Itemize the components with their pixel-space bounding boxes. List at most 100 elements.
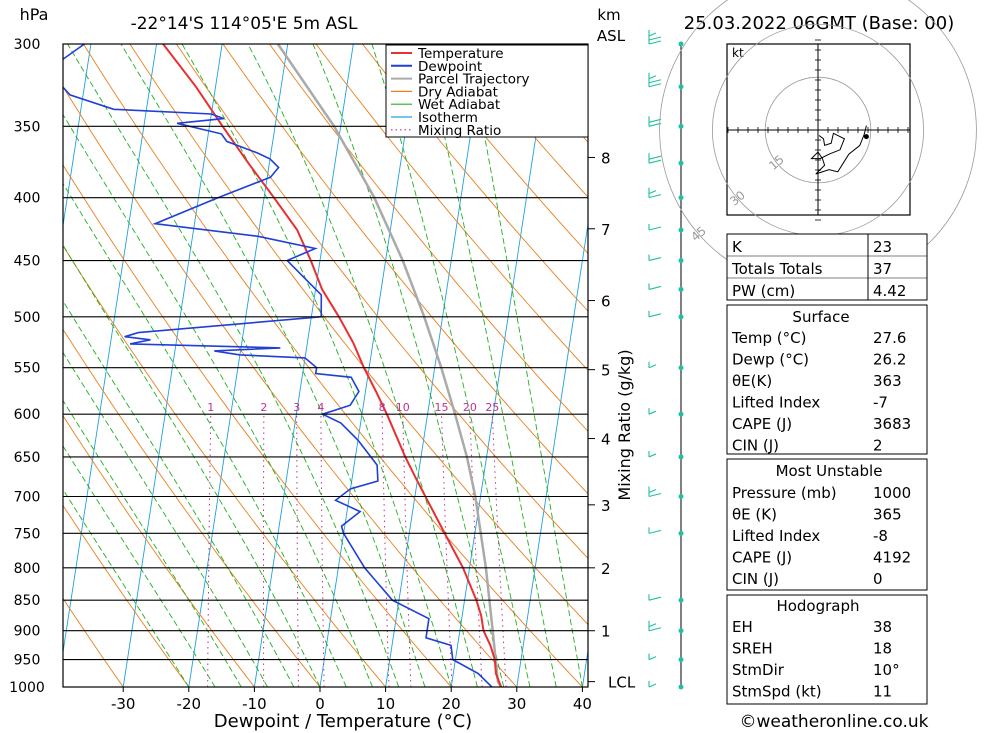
wind-barb: [648, 310, 684, 320]
wind-barb: [648, 450, 684, 460]
wind-barb: [648, 681, 684, 690]
wind-barb: [648, 224, 684, 233]
k-index-value: 23: [873, 238, 892, 256]
legend-entry: Parcel Trajectory: [418, 72, 530, 88]
mixing-ratio-label: 3: [293, 401, 300, 414]
temperature-tick-label: 30: [507, 695, 526, 713]
pressure-tick-label: 500: [14, 310, 41, 326]
pressure-tick-label: 650: [14, 450, 41, 466]
km-tick-label: 8: [601, 149, 611, 167]
wind-barb: [648, 620, 684, 634]
surface-stat-label: CIN (J): [732, 437, 779, 455]
pressure-tick-label: 1000: [9, 680, 45, 696]
km-tick-label: LCL: [608, 674, 636, 692]
km-tick-label: 6: [601, 293, 611, 311]
most-unstable-stat-label: CAPE (J): [732, 549, 792, 567]
mixing-ratio-label: 15: [434, 401, 448, 414]
mixing-ratio-label: 20: [463, 401, 477, 414]
hpa-label: hPa: [20, 5, 49, 24]
wind-barb: [648, 653, 684, 663]
pressure-tick-label: 950: [14, 653, 41, 669]
wet-adiabat-line: [466, 44, 583, 687]
dry-adiabat-line: [63, 597, 124, 687]
mixing-ratio-label: 1: [207, 401, 214, 414]
temperature-tick-label: 20: [442, 695, 461, 713]
stats-panel: K 23 Totals Totals 37 PW (cm) 4.42 Surfa…: [726, 233, 928, 705]
most-unstable-stat-value: -8: [873, 527, 888, 545]
pw-value: 4.42: [873, 282, 906, 300]
credit-text[interactable]: ©weatheronline.co.uk: [739, 712, 928, 732]
hodograph-stat-label: SREH: [732, 640, 773, 658]
surface-stat-value: 3683: [873, 415, 911, 433]
most-unstable-title: Most Unstable: [776, 462, 883, 480]
surface-stat-value: -7: [873, 394, 888, 412]
hodograph-title: Hodograph: [776, 597, 859, 615]
temperature-tick-label: -10: [242, 695, 267, 713]
mixing-ratio-axis-label: Mixing Ratio (g/kg): [615, 349, 634, 500]
hodograph-trace: [810, 125, 867, 175]
mixing-ratio-label: 2: [260, 401, 267, 414]
km-tick-label: 5: [601, 362, 611, 380]
temperature-tick-label: -20: [177, 695, 202, 713]
mixing-ratio-label: 4: [317, 401, 324, 414]
temperature-tick-label: -30: [111, 695, 136, 713]
hodograph-marker: [863, 134, 869, 140]
datetime-title: 25.03.2022 06GMT (Base: 00): [684, 13, 954, 34]
hodograph-stat-value: 18: [873, 640, 892, 658]
wet-adiabat-line: [63, 351, 268, 687]
wind-barb: [648, 116, 684, 129]
mixing-ratio-label: 10: [396, 401, 410, 414]
isotherm-line: [516, 221, 588, 687]
totals-totals-label: Totals Totals: [731, 260, 823, 278]
legend-entry: Isotherm: [418, 110, 478, 126]
pressure-tick-label: 550: [14, 361, 41, 377]
most-unstable-stat-value: 0: [873, 570, 883, 588]
wind-barb: [648, 594, 684, 603]
wind-barb: [648, 254, 684, 264]
wind-barb: [648, 527, 684, 536]
wind-barb: [648, 283, 684, 292]
pressure-tick-label: 800: [14, 561, 41, 577]
asl-label: ASL: [597, 27, 626, 45]
legend-entry: Mixing Ratio: [418, 123, 501, 139]
location-title: -22°14'S 114°05'E 5m ASL: [131, 14, 358, 34]
x-axis-label: Dewpoint / Temperature (°C): [214, 711, 472, 732]
k-index-label: K: [732, 238, 743, 256]
surface-stat-value: 26.2: [873, 351, 906, 369]
wind-barbs: [648, 30, 684, 690]
hodograph-stat-label: StmSpd (kt): [732, 683, 822, 701]
isotherm-line: [63, 44, 157, 655]
km-tick-label: 4: [601, 431, 611, 449]
hodograph-stat-value: 10°: [873, 661, 900, 679]
surface-stat-label: CAPE (J): [732, 415, 792, 433]
pressure-tick-label: 600: [14, 407, 41, 423]
pressure-tick-label: 850: [14, 593, 41, 609]
most-unstable-stat-label: Lifted Index: [732, 527, 820, 545]
legend-entry: Temperature: [417, 46, 504, 62]
surface-stat-value: 2: [873, 437, 883, 455]
most-unstable-stat-value: 4192: [873, 549, 911, 567]
temperature-tick-label: 0: [315, 695, 325, 713]
surface-stat-value: 363: [873, 372, 902, 390]
km-tick-label: 1: [601, 623, 611, 641]
hodograph-stat-label: StmDir: [732, 661, 785, 679]
surface-stat-label: Temp (°C): [731, 329, 806, 347]
dewpoint-line: [63, 44, 493, 687]
surface-stat-label: Lifted Index: [732, 394, 820, 412]
temperature-tick-label: 10: [376, 695, 395, 713]
pressure-tick-label: 750: [14, 526, 41, 542]
dry-adiabat-line: [269, 44, 588, 433]
wind-barb: [648, 30, 684, 47]
km-label: km: [597, 6, 620, 24]
hodograph-stat-label: EH: [732, 618, 753, 636]
legend-entry: Dewpoint: [418, 59, 482, 75]
pressure-tick-label: 900: [14, 624, 41, 640]
most-unstable-stat-label: CIN (J): [732, 570, 779, 588]
isotherm-line: [63, 44, 92, 229]
dry-adiabat-line: [315, 44, 588, 372]
pressure-tick-label: 400: [14, 191, 41, 207]
temperature-tick-label: 40: [573, 695, 592, 713]
wind-barb: [648, 408, 684, 417]
